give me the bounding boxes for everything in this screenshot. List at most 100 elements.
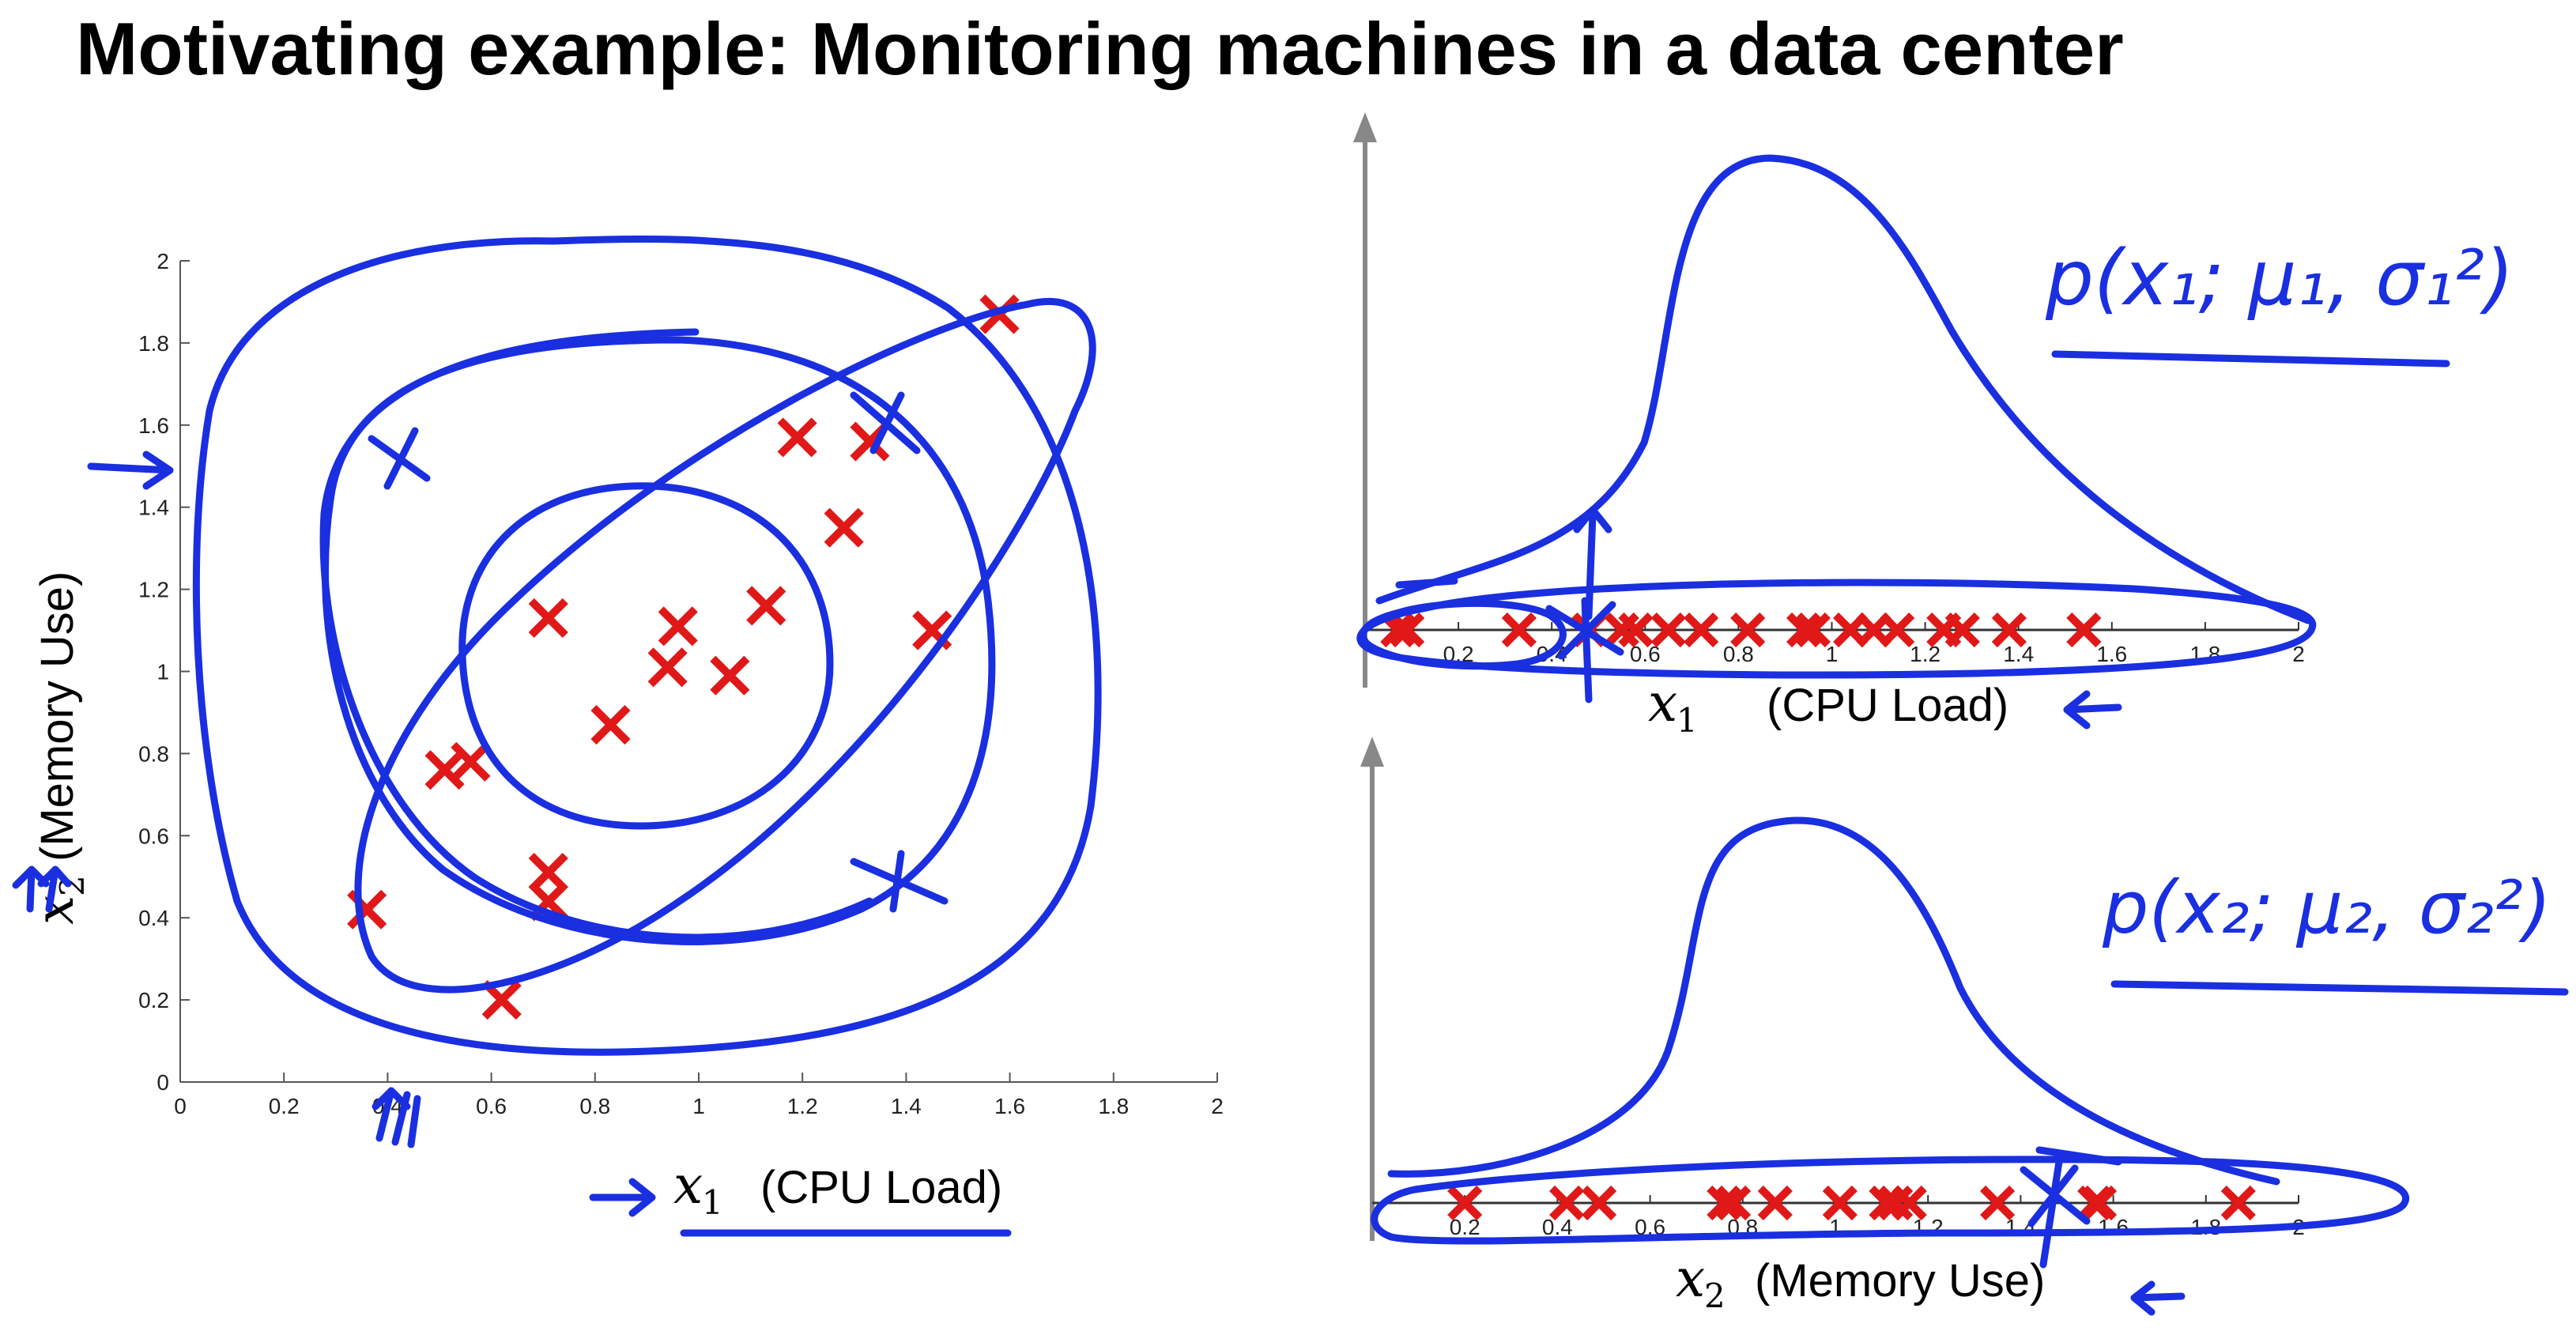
top-strip-point bbox=[2066, 612, 2102, 648]
left-y-tick-label: 0.8 bbox=[138, 741, 169, 766]
scatter-point bbox=[481, 980, 522, 1020]
bottom-strip-point-stroke-b bbox=[2220, 1185, 2256, 1221]
left-y-tick-label: 0 bbox=[157, 1070, 169, 1095]
top-strip-point bbox=[1786, 612, 1822, 648]
top-strip-point-stroke-b bbox=[1501, 612, 1537, 648]
top-strip-point bbox=[1684, 612, 1719, 648]
scatter-point bbox=[658, 606, 698, 647]
scatter-point bbox=[710, 655, 750, 696]
left-point-group bbox=[347, 294, 1020, 1020]
left-xlabel-text: (CPU Load) bbox=[760, 1162, 1002, 1213]
top-strip-point bbox=[1991, 612, 2027, 648]
scatter-point bbox=[528, 598, 568, 639]
ink-bottom-star bbox=[2020, 1158, 2091, 1269]
scatter-point-stroke-b bbox=[647, 647, 688, 688]
left-ylabel-text: (Memory Use) bbox=[32, 571, 83, 862]
bottom-strip-point bbox=[1891, 1185, 1927, 1221]
top-strip-point-stroke-b bbox=[1880, 612, 1915, 648]
top-strip-tick-label: 0.8 bbox=[1723, 642, 1754, 666]
scatter-point bbox=[528, 852, 568, 893]
ink-cross-upper-left bbox=[368, 427, 431, 490]
scatter-point bbox=[746, 586, 786, 626]
left-y-axis-label: x 2 (Memory Use) bbox=[25, 571, 92, 925]
top-strip-point bbox=[1618, 612, 1654, 648]
top-strip-point-stroke-b bbox=[1944, 612, 1980, 648]
top-strip-point-stroke-b bbox=[2066, 612, 2102, 648]
left-y-tick-label: 1.8 bbox=[138, 331, 169, 356]
scatter-point bbox=[824, 507, 864, 548]
handwritten-annotations: p(x₁; μ₁, σ₁²) p(x₂; μ₂, σ₂²) bbox=[12, 154, 2569, 1316]
left-x-tick-label: 0 bbox=[174, 1094, 187, 1118]
left-x-tick-label: 0.2 bbox=[269, 1094, 300, 1118]
bottom-right-plot: 0.2 0.4 0.6 0.8 1 1.2 1.4 1.6 1.8 2 x 2 (Memory U… bbox=[1360, 737, 2305, 1315]
bottom-strip-point-stroke-b bbox=[1822, 1185, 1858, 1221]
ink-bottom-elongated-loop bbox=[1371, 1156, 2410, 1245]
scatter-point bbox=[590, 704, 631, 745]
scatter-point-stroke-b bbox=[777, 417, 817, 458]
left-y-tick-label: 1.2 bbox=[138, 578, 169, 602]
top-strip-point bbox=[1390, 612, 1425, 648]
bottom-strip-point-stroke-b bbox=[1980, 1185, 2016, 1221]
left-x-tick-label: 0.6 bbox=[476, 1094, 507, 1118]
top-strip-point bbox=[1833, 612, 1869, 648]
top-arrow-head bbox=[1353, 112, 1377, 142]
left-x-axis-label: x 1 (CPU Load) bbox=[673, 1155, 1002, 1222]
bottom-strip-point bbox=[1582, 1185, 1617, 1221]
bottom-strip-point-stroke-b bbox=[1891, 1185, 1927, 1221]
left-xlabel-math: x bbox=[673, 1155, 703, 1216]
ink-top-small-loop bbox=[1359, 599, 1567, 670]
top-strip-point-stroke-b bbox=[1390, 612, 1425, 648]
left-x-tick-label: 1.8 bbox=[1098, 1094, 1129, 1118]
bottom-strip-point-stroke-b bbox=[1707, 1185, 1742, 1221]
ink-bottom-formula: p(x₂; μ₂, σ₂²) bbox=[2102, 865, 2551, 950]
top-strip-point bbox=[1795, 612, 1831, 648]
top-strip-tick-label: 1.6 bbox=[2096, 642, 2127, 666]
ink-bottom-label-arrow bbox=[2130, 1280, 2186, 1316]
top-strip-tick-label: 2 bbox=[2292, 642, 2305, 666]
top-xlabel-text: (CPU Load) bbox=[1767, 680, 2008, 731]
scatter-point-stroke-b bbox=[424, 750, 465, 790]
bottom-point-group bbox=[1447, 1185, 2256, 1221]
top-x-axis-label: x 1 (CPU Load) bbox=[1648, 673, 2008, 740]
bottom-strip-tick-label: 0.4 bbox=[1542, 1215, 1573, 1239]
ink-top-dash bbox=[1395, 577, 1458, 589]
top-strip-point-stroke-b bbox=[1380, 612, 1416, 648]
top-strip-point-stroke-b bbox=[1795, 612, 1831, 648]
bottom-strip-point bbox=[1447, 1185, 1483, 1221]
bottom-strip-point bbox=[1980, 1185, 2016, 1221]
bottom-strip-point bbox=[1757, 1185, 1793, 1221]
top-strip-tick-label: 1 bbox=[1826, 642, 1839, 666]
ink-arrow-y-label bbox=[12, 865, 72, 913]
top-strip-point bbox=[1501, 612, 1537, 648]
bottom-strip-point bbox=[2081, 1185, 2118, 1221]
ink-cross-lower-right bbox=[850, 850, 949, 913]
bottom-strip-point-stroke-b bbox=[1716, 1185, 1752, 1221]
left-scatter-plot: 0 0.2 0.4 0.6 0.8 1 1.2 1.4 1.6 1.8 200.20.40.60.8… bbox=[25, 249, 1224, 1222]
ink-top-formula-underline bbox=[2051, 350, 2450, 368]
ink-bottom-formula-underline bbox=[2110, 980, 2569, 996]
ink-top-formula: p(x₁; μ₁, σ₁²) bbox=[2045, 234, 2514, 322]
bottom-strip-point-stroke-b bbox=[1447, 1185, 1483, 1221]
bottom-strip-point bbox=[1869, 1185, 1904, 1221]
scatter-point-stroke-b bbox=[658, 606, 698, 647]
top-strip-point bbox=[1650, 612, 1686, 648]
left-x-tick-label: 2 bbox=[1211, 1094, 1224, 1118]
bottom-xlabel-text: (Memory Use) bbox=[1755, 1255, 2045, 1306]
top-strip-point-stroke-b bbox=[1650, 612, 1686, 648]
scatter-point-stroke-b bbox=[746, 586, 786, 626]
scatter-point-stroke-b bbox=[824, 507, 864, 548]
bottom-strip-point bbox=[1822, 1185, 1858, 1221]
ink-top-up-arrow bbox=[1573, 506, 1612, 620]
top-strip-tick-label: 1.4 bbox=[2003, 642, 2034, 666]
ink-cross-right bbox=[850, 391, 921, 454]
bottom-strip-point-stroke-b bbox=[2081, 1185, 2118, 1221]
top-xlabel-sub: 1 bbox=[1676, 701, 1698, 740]
top-strip-point-stroke-b bbox=[1730, 612, 1766, 648]
bottom-strip-point bbox=[1549, 1185, 1585, 1221]
slide-title: Motivating example: Monitoring machines … bbox=[76, 7, 2124, 90]
ink-bottom-top-stroke bbox=[2035, 1146, 2122, 1166]
scatter-point-stroke-b bbox=[451, 741, 491, 782]
bottom-xlabel-sub: 2 bbox=[1704, 1276, 1726, 1315]
scatter-point-stroke-b bbox=[528, 598, 568, 639]
bottom-strip-point-stroke-b bbox=[1757, 1185, 1793, 1221]
